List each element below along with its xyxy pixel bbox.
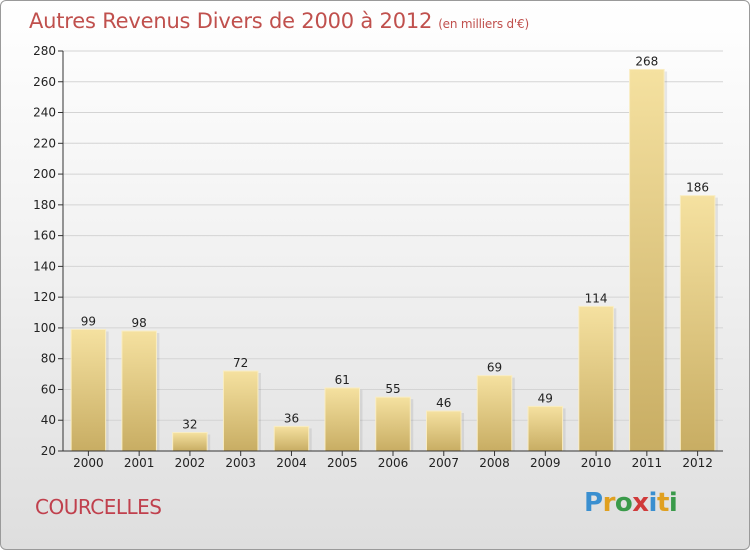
y-tick-label: 80 <box>41 352 56 366</box>
bar-value-label: 186 <box>686 181 709 195</box>
x-tick-label: 2009 <box>530 456 561 470</box>
bar-value-label: 98 <box>132 316 147 330</box>
bars <box>70 68 718 452</box>
y-tick-label: 220 <box>33 136 56 150</box>
bar-value-label: 69 <box>487 361 502 375</box>
x-tick-label: 2003 <box>225 456 256 470</box>
bar-value-label: 268 <box>635 54 658 68</box>
bar-value-label: 32 <box>182 418 197 432</box>
y-tick-label: 160 <box>33 229 56 243</box>
logo-letter: r <box>602 488 616 518</box>
bar <box>527 405 564 452</box>
y-tick-label: 240 <box>33 106 56 120</box>
bar <box>273 425 310 452</box>
bar-value-label: 36 <box>284 411 299 425</box>
logo-letter: i <box>648 488 658 518</box>
grid-lines <box>63 50 723 421</box>
city-name: COURCELLES <box>35 495 162 519</box>
y-tick-label: 20 <box>41 444 56 458</box>
x-tick-label: 2012 <box>682 456 713 470</box>
bar <box>629 68 665 452</box>
y-tick-label: 140 <box>33 259 56 273</box>
title-text: Autres Revenus Divers de 2000 à 2012 <box>29 9 433 33</box>
x-tick-label: 2011 <box>632 456 663 470</box>
logo-letter: P <box>584 488 603 518</box>
title-unit: (en milliers d'€) <box>438 17 529 31</box>
bar-value-label: 46 <box>436 396 451 410</box>
bar <box>679 195 716 452</box>
logo-letter: o <box>614 488 633 518</box>
bar <box>476 375 513 452</box>
x-tick-label: 2000 <box>73 456 104 470</box>
y-tick-label: 60 <box>41 382 56 396</box>
x-tick-label: 2008 <box>479 456 510 470</box>
y-tick-label: 100 <box>33 321 56 335</box>
y-tick-label: 200 <box>33 167 56 181</box>
bar <box>578 305 614 452</box>
axes <box>58 50 723 456</box>
proxiti-logo: Proxiti <box>584 488 678 518</box>
y-tick-label: 180 <box>33 198 56 212</box>
bar-value-label: 99 <box>81 314 96 328</box>
logo-letter: i <box>668 488 678 518</box>
bar <box>324 387 360 452</box>
logo-letter: x <box>632 488 649 518</box>
y-tick-label: 120 <box>33 290 56 304</box>
bar <box>172 432 208 452</box>
bar <box>70 328 107 452</box>
logo-letter: t <box>656 488 669 518</box>
chart-title: Autres Revenus Divers de 2000 à 2012 (en … <box>29 9 529 33</box>
bar <box>375 396 411 452</box>
bar-value-label: 49 <box>538 391 553 405</box>
bar-value-label: 55 <box>385 382 400 396</box>
bar-value-label: 72 <box>233 356 248 370</box>
x-tick-label: 2004 <box>276 456 307 470</box>
x-tick-label: 2001 <box>124 456 155 470</box>
x-tick-label: 2007 <box>428 456 459 470</box>
x-tick-label: 2006 <box>378 456 409 470</box>
bar <box>222 370 259 452</box>
bar-value-label: 61 <box>335 373 350 387</box>
labels: 20 40 60 80 100 120 140 160 180 200 220 240 260 280 99… <box>33 44 713 470</box>
bar <box>121 330 157 452</box>
bar <box>426 410 462 452</box>
x-tick-label: 2005 <box>327 456 358 470</box>
y-tick-label: 280 <box>33 44 56 58</box>
y-tick-label: 40 <box>41 413 56 427</box>
x-tick-label: 2010 <box>581 456 612 470</box>
y-tick-label: 260 <box>33 75 56 89</box>
bar-value-label: 114 <box>585 291 608 305</box>
x-tick-label: 2002 <box>175 456 206 470</box>
